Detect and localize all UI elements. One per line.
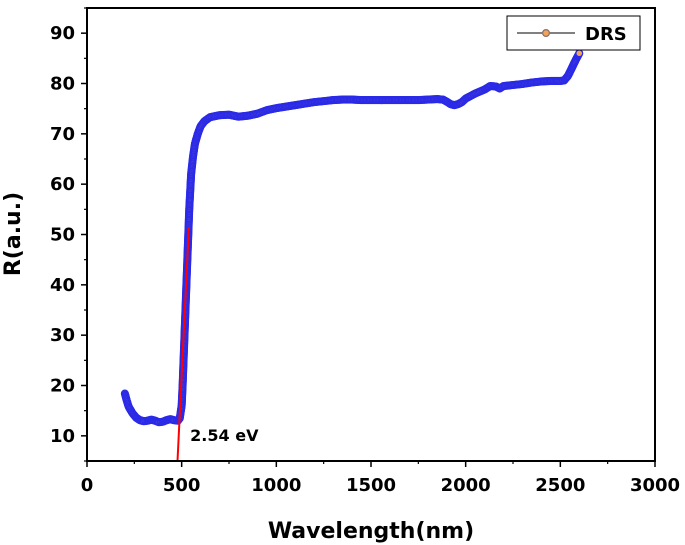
legend-marker bbox=[541, 29, 550, 38]
axis-ticks: 0 500 1000 1500 2000 2500 3000 10 20 30 40 50 60 70 80… bbox=[50, 7, 680, 496]
x-tick-label: 1000 bbox=[251, 475, 301, 496]
y-tick-label: 30 bbox=[50, 325, 75, 346]
y-tick-label: 50 bbox=[50, 225, 75, 246]
annotations: 2.54 eV bbox=[190, 426, 259, 445]
x-tick-label: 1500 bbox=[346, 475, 396, 496]
x-tick-label: 2500 bbox=[535, 475, 585, 496]
y-tick-label: 20 bbox=[50, 376, 75, 397]
bandgap-annotation: 2.54 eV bbox=[190, 426, 259, 445]
fit-line bbox=[176, 226, 190, 462]
x-tick-label: 500 bbox=[163, 475, 201, 496]
y-tick-label: 70 bbox=[50, 124, 75, 145]
y-tick-label: 10 bbox=[50, 426, 75, 447]
y-tick-label: 40 bbox=[50, 275, 75, 296]
data-point bbox=[575, 49, 584, 58]
y-tick-label: 90 bbox=[50, 23, 75, 44]
data-points bbox=[120, 49, 584, 427]
legend-label: DRS bbox=[585, 24, 627, 45]
y-tick-label: 60 bbox=[50, 174, 75, 195]
x-tick-label: 0 bbox=[81, 475, 94, 496]
x-axis-title: Wavelength(nm) bbox=[268, 519, 474, 544]
tauc-fit-line bbox=[176, 226, 190, 462]
x-tick-label: 3000 bbox=[630, 475, 680, 496]
x-tick-label: 2000 bbox=[441, 475, 491, 496]
y-tick-label: 80 bbox=[50, 74, 75, 95]
y-axis-title: R(a.u.) bbox=[1, 192, 26, 276]
legend: DRS bbox=[506, 15, 641, 51]
